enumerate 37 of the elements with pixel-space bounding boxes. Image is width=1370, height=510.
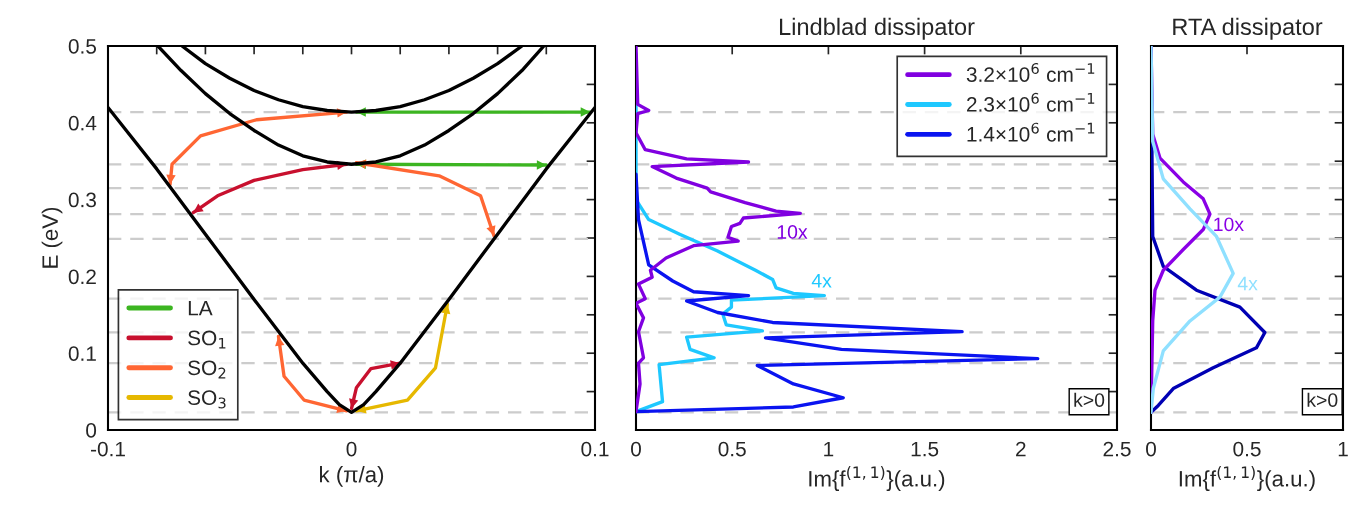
x-tick-label: 0.5 xyxy=(1233,441,1261,457)
x-tick-label: 2 xyxy=(1016,441,1026,457)
x-axis-title: Im{f$^{(1,1)}$}(a.u.) xyxy=(809,466,945,492)
y-axis-title: E (eV) xyxy=(41,207,63,268)
x-axis-title: Im{f$^{(1,1)}$}(a.u.) xyxy=(1179,466,1315,492)
legend-label: SO$_{2}$ xyxy=(188,360,226,379)
annotation: k>0 xyxy=(1307,392,1338,407)
legend-label: SO$_{3}$ xyxy=(188,390,226,409)
legend-label: SO$_{1}$ xyxy=(188,330,226,349)
chart-title: RTA dissipator xyxy=(1173,17,1323,40)
y-tick-label: 0.2 xyxy=(68,269,96,285)
annotation: 10x xyxy=(777,225,808,239)
y-tick-label: 0.3 xyxy=(68,192,96,208)
x-tick-label: 2.5 xyxy=(1103,441,1131,457)
x-tick-label: 1.5 xyxy=(911,441,939,457)
x-tick-label: -0.1 xyxy=(90,441,125,457)
legend-label: 1.4×10$^{6}$ cm$^{−1}$ xyxy=(967,122,1095,142)
x-tick-label: 1 xyxy=(1338,441,1348,457)
legend-label: 3.2×10$^{6}$ cm$^{−1}$ xyxy=(966,62,1095,82)
y-tick-label: 0.4 xyxy=(68,115,97,131)
x-tick-label: 0.5 xyxy=(718,441,746,457)
x-tick-label: 0 xyxy=(631,441,641,457)
x-tick-label: 1 xyxy=(824,441,834,457)
y-tick-label: 0 xyxy=(86,423,97,438)
x-tick-label: 0 xyxy=(1146,441,1156,457)
annotation: 4x xyxy=(811,274,832,288)
x-axis-title: k (π/a) xyxy=(320,466,384,487)
annotation: 4x xyxy=(1237,276,1258,291)
x-tick-label: 0 xyxy=(346,441,357,457)
y-tick-label: 0.5 xyxy=(68,39,97,54)
legend-label: 2.3×10$^{6}$ cm$^{−1}$ xyxy=(967,92,1095,112)
annotation: 10x xyxy=(1214,217,1244,232)
annotation: k>0 xyxy=(1074,392,1105,407)
chart-title: Lindblad dissipator xyxy=(780,17,975,40)
x-tick-label: 0.1 xyxy=(581,441,609,457)
legend-label: LA xyxy=(188,301,213,316)
y-tick-label: 0.1 xyxy=(68,346,96,361)
